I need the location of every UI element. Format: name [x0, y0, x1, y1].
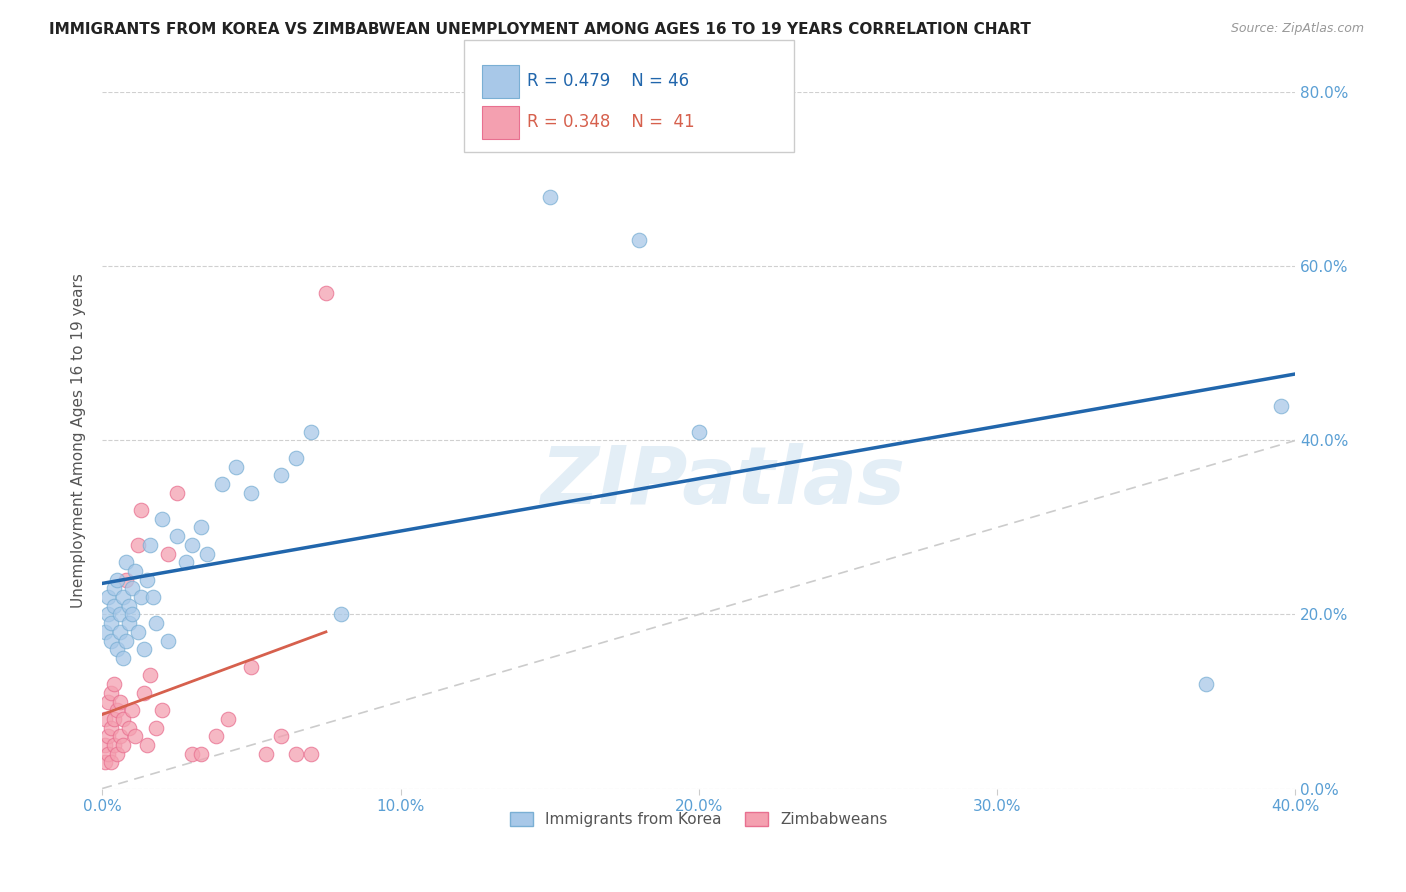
Text: ZIPatlas: ZIPatlas [540, 443, 905, 521]
Legend: Immigrants from Korea, Zimbabweans: Immigrants from Korea, Zimbabweans [505, 805, 893, 833]
Point [142, 590, 165, 604]
Point [132, 642, 155, 657]
Point [240, 485, 263, 500]
Point [538, 190, 561, 204]
Point [94, 624, 117, 639]
Point [299, 747, 322, 761]
Text: IMMIGRANTS FROM KOREA VS ZIMBABWEAN UNEMPLOYMENT AMONG AGES 16 TO 19 YEARS CORRE: IMMIGRANTS FROM KOREA VS ZIMBABWEAN UNEM… [49, 22, 1031, 37]
Point [100, 756, 122, 770]
Point [190, 747, 212, 761]
Point [127, 624, 149, 639]
Point [100, 616, 122, 631]
Point [112, 651, 135, 665]
Point [103, 677, 125, 691]
Point [118, 599, 141, 613]
Point [136, 573, 159, 587]
Point [129, 590, 152, 604]
Point [299, 425, 322, 439]
Point [129, 503, 152, 517]
Point [103, 599, 125, 613]
Point [139, 668, 162, 682]
Point [118, 721, 141, 735]
Point [105, 703, 128, 717]
Point [97, 747, 120, 761]
Point [124, 729, 146, 743]
Point [156, 547, 179, 561]
Point [121, 582, 143, 596]
Point [225, 459, 247, 474]
Point [136, 738, 159, 752]
Point [100, 686, 122, 700]
Point [628, 233, 651, 247]
Point [108, 729, 131, 743]
Point [121, 607, 143, 622]
Point [285, 450, 308, 465]
Point [285, 747, 308, 761]
Point [688, 425, 710, 439]
Point [190, 520, 212, 534]
Point [103, 582, 125, 596]
Point [1195, 677, 1218, 691]
Point [204, 729, 226, 743]
Point [103, 738, 125, 752]
Point [115, 573, 138, 587]
Point [105, 573, 128, 587]
Point [132, 686, 155, 700]
Y-axis label: Unemployment Among Ages 16 to 19 years: Unemployment Among Ages 16 to 19 years [72, 273, 86, 607]
Point [145, 721, 167, 735]
Point [329, 607, 352, 622]
Point [97, 729, 120, 743]
Point [156, 633, 179, 648]
Point [270, 729, 292, 743]
Point [112, 712, 135, 726]
Point [97, 694, 120, 708]
Text: R = 0.348    N =  41: R = 0.348 N = 41 [527, 112, 695, 130]
Point [240, 659, 263, 673]
Point [195, 547, 218, 561]
Point [105, 747, 128, 761]
Point [270, 468, 292, 483]
Point [115, 633, 138, 648]
Point [127, 538, 149, 552]
Point [108, 624, 131, 639]
Text: Source: ZipAtlas.com: Source: ZipAtlas.com [1230, 22, 1364, 36]
Point [121, 703, 143, 717]
Point [139, 538, 162, 552]
Point [112, 590, 135, 604]
Point [103, 712, 125, 726]
Point [105, 642, 128, 657]
Point [145, 616, 167, 631]
Point [94, 712, 117, 726]
Point [118, 616, 141, 631]
Point [115, 555, 138, 569]
Point [150, 703, 173, 717]
Point [108, 694, 131, 708]
Point [94, 738, 117, 752]
Text: R = 0.479    N = 46: R = 0.479 N = 46 [527, 71, 689, 89]
Point [180, 747, 202, 761]
Point [254, 747, 277, 761]
Point [315, 285, 337, 300]
Point [211, 477, 233, 491]
Point [124, 564, 146, 578]
Point [174, 555, 197, 569]
Point [1270, 399, 1292, 413]
Point [97, 607, 120, 622]
Point [100, 721, 122, 735]
Point [112, 738, 135, 752]
Point [217, 712, 239, 726]
Point [166, 485, 188, 500]
Point [166, 529, 188, 543]
Point [100, 633, 122, 648]
Point [180, 538, 202, 552]
Point [108, 607, 131, 622]
Point [97, 590, 120, 604]
Point [94, 756, 117, 770]
Point [150, 512, 173, 526]
